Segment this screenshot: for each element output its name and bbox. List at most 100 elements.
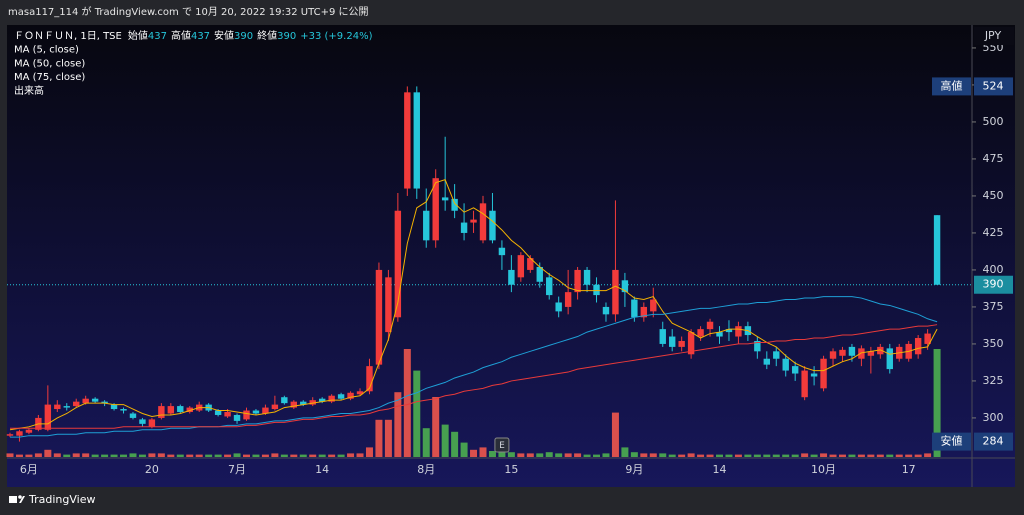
volume-bar	[337, 454, 345, 457]
candle-body	[281, 397, 288, 404]
candle-body	[233, 414, 241, 421]
legend-text: 安値	[214, 29, 234, 42]
event-label: E	[499, 441, 505, 451]
y-unit: JPY	[984, 29, 1002, 42]
tag-label: 高値	[941, 78, 963, 92]
candle-body	[404, 92, 411, 189]
x-tick-label: 6月	[20, 463, 38, 476]
volume-bar	[886, 454, 894, 457]
volume-bar	[630, 452, 638, 457]
x-tick-label: 7月	[228, 463, 246, 476]
volume-bar	[488, 451, 496, 457]
candle-body	[716, 332, 723, 337]
logo-shape	[19, 496, 25, 503]
candle-body	[139, 419, 146, 424]
volume-bar	[829, 454, 837, 457]
volume-bar	[810, 454, 818, 457]
volume-bar	[195, 454, 203, 457]
x-tick-label: 17	[902, 463, 916, 476]
legend-text: ＦＯＮＦＵＮ, 1日, TSE	[14, 31, 122, 42]
volume-bar	[129, 453, 137, 457]
volume-bar	[365, 447, 373, 457]
x-tick-label: 8月	[417, 463, 435, 476]
volume-bar	[498, 452, 506, 457]
legend-text: 始値	[128, 29, 148, 42]
price-tag-text: 284	[983, 435, 1004, 448]
x-tick-label: 9月	[625, 463, 643, 476]
candle-body	[706, 321, 714, 330]
candle-body	[659, 329, 666, 344]
y-tick-label: 450	[983, 189, 1004, 202]
publish-line: masa117_114 が TradingView.com で 10月 20, …	[8, 5, 369, 18]
volume-bar	[299, 454, 307, 457]
volume-bar	[63, 454, 71, 457]
volume-bar	[725, 454, 733, 457]
volume-bar	[924, 453, 932, 457]
volume-bar	[176, 454, 184, 457]
candle-body	[328, 395, 335, 402]
volume-bar	[148, 453, 156, 457]
candle-body	[650, 299, 657, 312]
logo-shape	[18, 495, 22, 499]
price-tag	[974, 77, 1013, 96]
volume-bar	[659, 453, 667, 457]
volume-bar	[791, 454, 799, 457]
candle-body	[886, 348, 893, 370]
candle-body	[318, 398, 326, 402]
price-tag	[974, 275, 1013, 294]
x-tick-label: 10月	[811, 463, 836, 476]
volume-bar	[432, 397, 440, 457]
indicator-name: MA (5, close)	[14, 45, 79, 56]
candle-body	[300, 401, 307, 405]
candle-body	[262, 407, 269, 414]
volume-bar	[820, 453, 828, 457]
candle-body	[517, 255, 525, 278]
candle-body	[555, 302, 562, 312]
candle-body	[413, 92, 420, 189]
volume-bar	[763, 454, 771, 457]
volume-bar	[224, 454, 232, 457]
candle-body	[224, 412, 231, 417]
candle-body	[858, 348, 865, 359]
volume-bar	[545, 452, 553, 457]
indicator-name: 出来高	[14, 84, 44, 97]
volume-bar	[574, 453, 582, 457]
volume-bar	[470, 449, 478, 457]
candle-body	[91, 398, 99, 402]
candle-body	[602, 306, 610, 315]
volume-bar	[716, 454, 723, 457]
tag-label: 安値	[941, 434, 963, 448]
volume-bar	[271, 453, 279, 457]
candle-body	[432, 178, 439, 241]
logo-shape	[9, 496, 17, 503]
candle-body	[810, 373, 818, 377]
candle-body	[763, 358, 770, 365]
candle-body	[782, 358, 789, 371]
candle-body	[498, 247, 506, 256]
y-tick-label: 350	[983, 337, 1004, 350]
candle-body	[243, 410, 250, 420]
volume-bar	[753, 454, 761, 457]
legend-text: 390	[277, 31, 296, 42]
legend-text: 437	[148, 31, 167, 42]
candle-body	[148, 419, 156, 427]
tag-label-bg	[932, 77, 971, 96]
volume-bar	[72, 453, 80, 457]
volume-bar	[460, 442, 468, 457]
candle-body	[848, 346, 856, 356]
volume-bar	[848, 454, 856, 457]
volume-bar	[895, 454, 903, 457]
legend-text: 390	[234, 31, 253, 42]
candle-body	[877, 346, 884, 355]
candle-body	[73, 401, 80, 407]
y-tick-label: 400	[983, 263, 1004, 276]
x-tick-label: 14	[315, 463, 329, 476]
candle-body	[82, 398, 89, 404]
volume-bar	[734, 454, 742, 457]
candle-body	[867, 351, 875, 356]
volume-bar	[867, 454, 875, 457]
x-tick-label: 20	[145, 463, 159, 476]
candle-body	[479, 203, 487, 241]
candle-body	[441, 197, 449, 201]
candle-body	[621, 280, 629, 293]
